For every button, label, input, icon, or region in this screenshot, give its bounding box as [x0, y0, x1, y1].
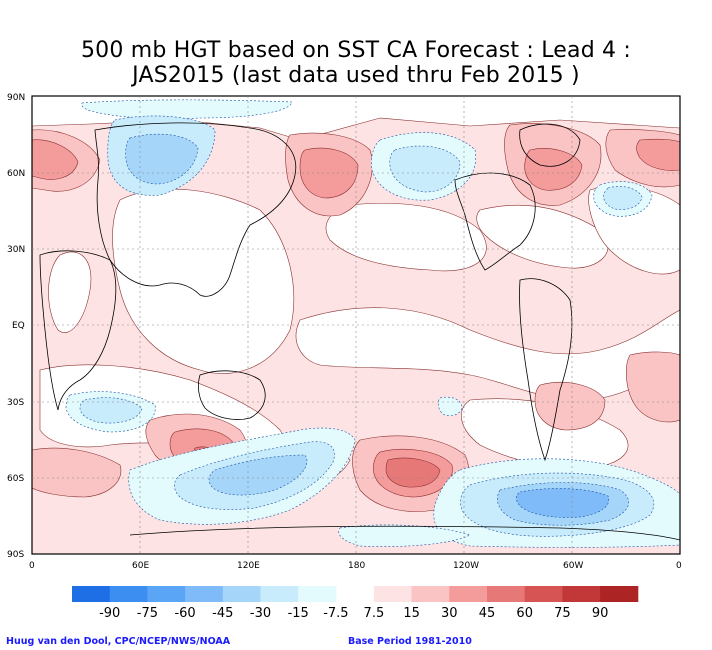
legend-label: -90	[99, 606, 120, 621]
legend-label: 15	[403, 606, 420, 621]
legend-label: 30	[441, 606, 458, 621]
legend-swatch-positive	[373, 586, 413, 602]
map-title-line1: 500 mb HGT based on SST CA Forecast : Le…	[80, 38, 632, 63]
neutral-region	[112, 188, 295, 374]
neutral-region	[476, 204, 609, 269]
coastlines	[39, 122, 680, 541]
legend-label: -45	[212, 606, 233, 621]
coastline	[129, 525, 680, 541]
positive-anomaly-region	[32, 447, 122, 498]
lat-label: 30N	[7, 245, 25, 255]
lon-label: 0	[29, 561, 35, 571]
positive-anomaly-region	[385, 457, 441, 488]
negative-anomaly-region	[208, 454, 308, 496]
negative-anomaly-region	[603, 186, 643, 210]
legend-label: 7.5	[364, 606, 385, 621]
legend-label: 75	[554, 606, 571, 621]
map-title-line2: JAS2015 (last data used thru Feb 2015 )	[132, 63, 580, 88]
negative-anomaly-region	[81, 99, 293, 120]
legend-label: -30	[250, 606, 271, 621]
legend-label: -15	[288, 606, 309, 621]
legend-label: -75	[137, 606, 158, 621]
negative-anomaly-region	[79, 397, 143, 424]
lat-label: EQ	[12, 321, 25, 331]
legend-swatch-negative	[109, 586, 148, 602]
lon-label: 0	[676, 561, 682, 571]
coastline	[94, 122, 297, 297]
legend-swatch-positive	[600, 586, 639, 602]
lon-label: 60W	[563, 561, 583, 571]
positive-anomaly-region	[626, 351, 680, 423]
lon-label: 180	[348, 561, 365, 571]
lon-label: 60E	[132, 561, 149, 571]
legend-colorbar	[72, 586, 639, 602]
positive-anomaly-region	[524, 148, 583, 191]
lat-label: 90N	[7, 93, 25, 103]
legend-labels: -90 -75 -60 -45 -30 -15 -7.5 7.5 15 30 45 60 75 90	[99, 606, 608, 621]
legend-label: 60	[516, 606, 533, 621]
legend-swatch-positive	[524, 586, 563, 602]
lat-label: 30S	[7, 398, 24, 408]
legend-swatch-negative	[147, 586, 186, 602]
legend-swatch-positive	[562, 586, 601, 602]
legend-swatch-positive	[449, 586, 488, 602]
base-period-note: Base Period 1981-2010	[348, 636, 472, 647]
legend-label: 45	[479, 606, 496, 621]
lon-label: 120E	[237, 561, 260, 571]
legend-swatch-negative	[260, 586, 299, 602]
lon-label: 120W	[453, 561, 479, 571]
legend-swatch-positive	[487, 586, 526, 602]
legend-label: 90	[592, 606, 609, 621]
lat-label: 60N	[7, 169, 25, 179]
neutral-region	[325, 202, 487, 272]
neutral-region	[48, 251, 92, 333]
author-credit: Huug van den Dool, CPC/NCEP/NWS/NOAA	[6, 636, 231, 647]
legend-swatch-negative	[298, 586, 337, 602]
coastline	[519, 123, 581, 167]
lat-label: 60S	[7, 474, 24, 484]
positive-anomaly-region	[534, 382, 606, 431]
negative-anomaly-region	[338, 524, 471, 547]
gridlines	[32, 96, 680, 554]
latitude-labels: 90N 60N 30N EQ 30S 60S 90S	[7, 93, 25, 560]
legend-swatch-positive	[411, 586, 450, 602]
positive-anomaly-region	[32, 139, 79, 180]
legend-swatch-negative	[222, 586, 261, 602]
legend-label: -7.5	[323, 606, 348, 621]
coastline	[519, 278, 573, 462]
legend-label: -60	[174, 606, 195, 621]
negative-anomaly-region	[389, 145, 461, 193]
negative-anomaly-region	[515, 488, 610, 518]
negative-anomaly-region	[438, 396, 463, 417]
coastline	[198, 370, 266, 420]
coastline	[454, 172, 536, 271]
longitude-labels: 0 60E 120E 180 120W 60W 0	[29, 561, 682, 571]
legend-swatch-negative	[185, 586, 224, 602]
lat-label: 90S	[7, 550, 24, 560]
legend-swatch-negative	[72, 586, 111, 602]
negative-anomaly-region	[125, 133, 199, 185]
positive-anomaly-region	[636, 138, 680, 171]
